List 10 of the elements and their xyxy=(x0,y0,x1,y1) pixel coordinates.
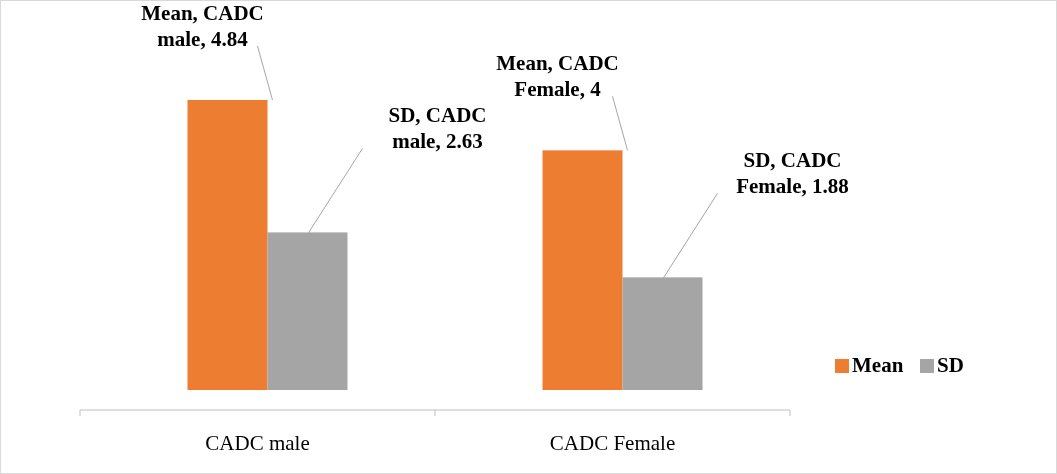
bar xyxy=(542,150,623,390)
legend-label: Mean xyxy=(852,353,904,377)
x-tick-label: CADC male xyxy=(205,431,310,455)
data-label: Mean, CADC Female, 4 xyxy=(496,51,619,102)
bar xyxy=(187,100,268,390)
legend-label: SD xyxy=(937,353,964,377)
data-label: SD, CADC Female, 1.88 xyxy=(736,148,849,199)
data-label: Mean, CADC male, 4.84 xyxy=(141,1,264,51)
data-label: SD, CADC male, 2.63 xyxy=(388,103,487,154)
x-tick-label: CADC Female xyxy=(549,431,676,455)
